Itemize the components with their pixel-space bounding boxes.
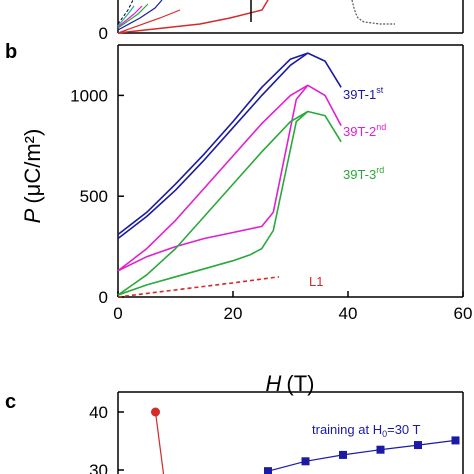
panel-c-blue-point-5 [451,436,460,445]
panel-b-series-magenta-2 [117,84,342,272]
panel-c-blue-point-2 [339,450,347,459]
panel-c: c 30 40 training at H0=30 T [5,391,464,474]
panel-b-xtick-label-0: 0 [113,304,122,323]
panel-c-red-point [151,407,160,417]
panel-c-ytick-label-0: 30 [89,461,108,474]
panel-c-red-line [154,411,165,474]
panel-b-series [117,52,342,298]
panel-a-series-black-dashed [117,0,134,25]
panel-a-dashed-curve [351,0,395,25]
panel-b-frame [117,44,464,298]
panel-b-series-blue-0 [117,52,342,240]
panel-a-series-magenta [117,5,143,28]
panel-c-series [151,407,460,474]
panel-b-series-green-5 [117,110,309,296]
panel-a-series-blue [117,0,163,31]
panel-b-xtick-label-1: 20 [224,304,243,323]
y-axis-title: P(μC/m²) [20,129,45,224]
panel-a-series-green [117,3,149,29]
panel-b-series-red-6 [117,276,280,298]
panel-c-blue-point-1 [301,457,310,466]
annotation-39t-1st: 39T-1st [343,85,384,102]
panel-b-series-green-4 [117,110,342,296]
panel-label-c: c [5,391,16,413]
panel-b-xtick-label-2: 40 [339,304,358,323]
panel-c-blue-line [267,439,456,472]
panel-b-ytick-label-1: 500 [80,187,108,206]
panel-b-yticks: 0 500 1000 [70,86,124,307]
panel-label-b: b [5,41,17,63]
annotation-39t-2nd: 39T-2nd [343,122,386,139]
panel-c-blue-point-0 [264,467,272,474]
panel-b-ytick-label-0: 0 [99,288,108,307]
panel-c-blue-point-4 [414,441,422,450]
annotation-l1: L1 [309,274,323,289]
panel-a-series-red-2 [117,9,181,34]
panel-a-series-teal [117,5,135,27]
panel-b-xtick-label-3: 60 [454,304,473,323]
panel-c-ytick-label-1: 40 [89,403,108,422]
panel-a: 0 [99,0,464,43]
panel-b-series-blue-1 [117,52,309,236]
panel-c-yticks: 30 40 [89,403,124,474]
panel-b-ytick-label-2: 1000 [70,86,108,105]
panel-b-series-magenta-3 [117,84,309,272]
panel-b: b 0 20 40 60 0 500 1000 39T-1st 39T-2nd 39T-3… [5,41,472,396]
annotation-39t-3rd: 39T-3rd [343,165,384,182]
annotation-training: training at H0=30 T [312,422,421,439]
panel-a-ytick-0: 0 [99,24,108,43]
panel-b-xticks: 0 20 40 60 [113,291,472,323]
panel-a-series-red [117,0,269,34]
panel-c-blue-point-3 [376,445,385,454]
